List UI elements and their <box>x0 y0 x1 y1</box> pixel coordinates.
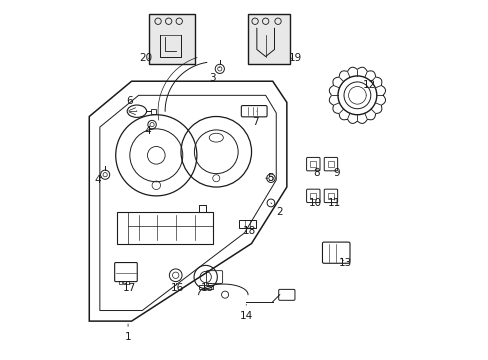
Bar <box>122 280 125 284</box>
Text: 7: 7 <box>251 111 258 127</box>
Text: 17: 17 <box>123 283 136 293</box>
Text: 16: 16 <box>170 283 183 293</box>
Text: 3: 3 <box>209 67 219 83</box>
Text: 18: 18 <box>243 226 256 236</box>
Text: 4: 4 <box>95 175 101 185</box>
Text: 1: 1 <box>124 324 131 342</box>
Bar <box>119 280 122 284</box>
Text: 10: 10 <box>308 198 321 208</box>
Text: 14: 14 <box>239 305 252 321</box>
Bar <box>239 220 256 228</box>
Text: 5: 5 <box>265 173 274 183</box>
Text: 12: 12 <box>363 80 376 95</box>
Bar <box>117 212 212 243</box>
Text: 13: 13 <box>338 258 351 268</box>
Text: 2: 2 <box>270 203 283 217</box>
Text: 9: 9 <box>332 168 339 178</box>
Text: 8: 8 <box>313 168 320 178</box>
Text: 6: 6 <box>126 96 137 111</box>
Bar <box>151 109 156 114</box>
Text: 4: 4 <box>144 126 150 136</box>
Text: 19: 19 <box>288 53 302 63</box>
Bar <box>126 280 129 284</box>
Text: 11: 11 <box>327 198 341 208</box>
Bar <box>149 14 195 64</box>
Bar <box>247 14 290 64</box>
Text: 15: 15 <box>201 283 214 293</box>
Text: 20: 20 <box>139 53 152 63</box>
Bar <box>198 285 212 289</box>
